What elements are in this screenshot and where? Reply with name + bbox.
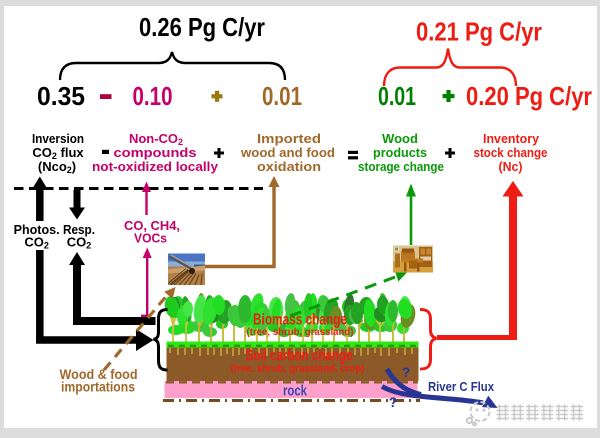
svg-text:?: ?: [389, 394, 398, 410]
svg-text:importations: importations: [61, 379, 135, 395]
svg-text:Imported: Imported: [257, 131, 321, 146]
svg-text:VOCs: VOCs: [134, 231, 167, 246]
svg-text:CO2: CO2: [67, 235, 92, 251]
svg-text:0.10: 0.10: [133, 81, 173, 111]
svg-text:oxidation: oxidation: [257, 159, 321, 174]
svg-text:stock change: stock change: [474, 145, 548, 160]
svg-text:wood and food: wood and food: [240, 145, 335, 160]
svg-text:CO2 flux: CO2 flux: [32, 145, 84, 161]
svg-text:(tree, shrub, grassland): (tree, shrub, grassland): [247, 326, 354, 338]
svg-text:0.26 Pg C/yr: 0.26 Pg C/yr: [139, 12, 265, 42]
svg-text:Soil carbon change: Soil carbon change: [246, 348, 353, 365]
svg-text:(tree, shrub, grassland, crop): (tree, shrub, grassland, crop): [231, 363, 365, 375]
svg-text:not-oxidized locally: not-oxidized locally: [92, 159, 219, 174]
svg-text:Wood: Wood: [382, 131, 418, 146]
svg-text:Inversion: Inversion: [32, 131, 84, 146]
svg-text:0.20 Pg C/yr: 0.20 Pg C/yr: [466, 81, 592, 111]
svg-text:Photos.: Photos.: [14, 222, 60, 237]
svg-text:0.01: 0.01: [262, 81, 302, 111]
svg-text:compounds: compounds: [114, 145, 197, 160]
svg-text:Resp.: Resp.: [63, 222, 95, 237]
svg-text:storage change: storage change: [358, 159, 444, 174]
svg-text:CO2: CO2: [24, 235, 49, 251]
svg-text:products: products: [373, 145, 427, 160]
svg-text:Non-CO2: Non-CO2: [129, 131, 183, 147]
svg-text:(Nco2): (Nco2): [38, 159, 76, 175]
svg-text:?: ?: [402, 364, 411, 380]
svg-text:Wood & food: Wood & food: [60, 366, 138, 382]
svg-text:0.35: 0.35: [37, 81, 85, 111]
svg-text:Inventory: Inventory: [483, 131, 540, 146]
svg-text:0.01: 0.01: [378, 81, 416, 111]
svg-text:River C Flux: River C Flux: [428, 379, 495, 394]
svg-text:Biomass change: Biomass change: [253, 312, 347, 329]
svg-text:CO, CH4,: CO, CH4,: [124, 218, 180, 233]
svg-text:(Nc): (Nc): [499, 159, 523, 174]
svg-text:0.21 Pg C/yr: 0.21 Pg C/yr: [416, 17, 542, 47]
svg-text:rock: rock: [283, 384, 308, 400]
